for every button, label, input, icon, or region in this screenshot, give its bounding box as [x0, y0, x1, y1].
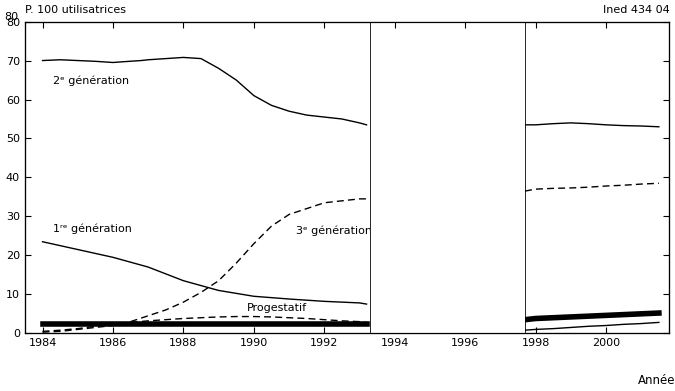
Text: P. 100 utilisatrices: P. 100 utilisatrices: [25, 5, 126, 15]
Text: 2ᵉ génération: 2ᵉ génération: [53, 75, 129, 86]
Text: 1ʳᵉ génération: 1ʳᵉ génération: [53, 223, 132, 234]
Text: 80: 80: [4, 12, 18, 22]
Text: Progestatif: Progestatif: [247, 303, 307, 313]
X-axis label: Année: Année: [638, 374, 675, 387]
Text: Ined 434 04: Ined 434 04: [603, 5, 670, 15]
Text: 3ᵉ génération: 3ᵉ génération: [296, 225, 372, 236]
Bar: [370, 18, 525, 337]
